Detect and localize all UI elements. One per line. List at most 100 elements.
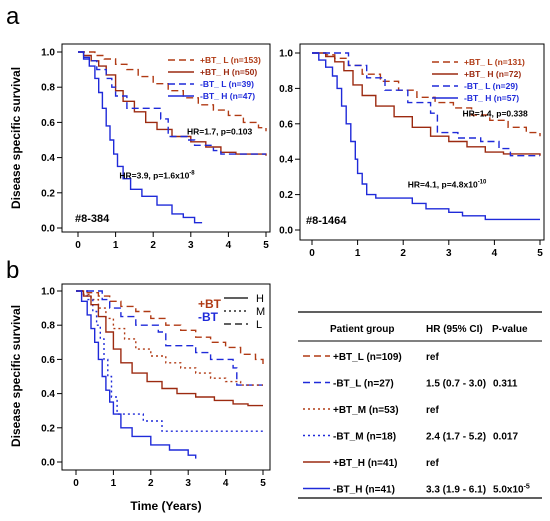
survival-curve-3 [76, 290, 263, 386]
survival-curve-2 [78, 51, 267, 156]
survival-curve-6 [76, 290, 197, 459]
table-row-hr: 2.4 (1.7 - 5.2) [426, 432, 486, 443]
legend-entry: -BT_ L (n=39) [200, 79, 254, 89]
panel-label-a: a [6, 3, 20, 30]
x-tick-label: 2 [148, 478, 154, 489]
survival-curve-1 [76, 290, 264, 365]
y-tick-label: 0.0 [41, 224, 55, 235]
y-tick-label: 0.0 [41, 458, 55, 469]
table-row-group: +BT_L (n=109) [333, 352, 402, 363]
y-tick-label: 0.4 [41, 389, 55, 400]
plot-frame [299, 43, 545, 241]
survival-curve-2 [312, 52, 541, 156]
y-axis-label: Disease specific survival [9, 305, 23, 447]
y-tick-label: 0.8 [279, 84, 293, 95]
legend-group: -BT [198, 310, 219, 324]
y-tick-label: 1.0 [41, 48, 55, 59]
panel-label-b: b [6, 257, 19, 284]
plot-frame [61, 283, 271, 471]
cohort-label: #8-384 [75, 213, 110, 225]
y-tick-label: 0.8 [41, 321, 55, 332]
x-tick-label: 5 [260, 478, 266, 489]
hr-table: Patient group HR (95% CI) P-value +BT_L (n=… [298, 311, 542, 499]
survival-curve-2 [76, 290, 263, 386]
chart-a2: 0 1 2 3 4 5 0.0 0.2 0.4 0.6 0.8 1.0 #8-1464 HR=1.4, p… [279, 43, 545, 259]
x-tick-label: 3 [188, 240, 194, 251]
plot-frame [61, 43, 271, 233]
hr-annotation: HR=1.7, p=0.103 [187, 127, 252, 137]
y-tick-label: 0.0 [279, 226, 293, 237]
table-row-p: 0.311 [493, 379, 518, 390]
table-row-p: 0.017 [493, 432, 518, 443]
survival-curve-1 [312, 52, 541, 137]
table-row-group: -BT_H (n=41) [333, 485, 395, 496]
y-tick-label: 1.0 [41, 287, 55, 298]
table-row-hr: ref [426, 352, 439, 363]
legend-group: +BT [198, 297, 222, 311]
table-row-group: +BT_M (n=53) [333, 405, 399, 416]
legend-level-label: L [256, 319, 262, 331]
hr-annotation: HR=1.4, p=0.338 [462, 109, 527, 119]
y-axis-label: Disease specific survival [9, 67, 23, 209]
x-tick-label: 2 [400, 248, 406, 259]
y-tick-label: 0.2 [41, 188, 55, 199]
x-tick-label: 3 [446, 248, 452, 259]
y-tick-label: 0.2 [279, 190, 293, 201]
x-tick-label: 1 [355, 248, 361, 259]
legend-level-label: H [256, 293, 264, 305]
hr-annotation: HR=3.9, p=1.6x10-8 [119, 171, 195, 181]
chart-b: 0 1 2 3 4 5 0.0 0.2 0.4 0.6 0.8 1.0 Disease specific… [9, 283, 271, 513]
table-row-group: -BT_M (n=18) [333, 432, 396, 443]
survival-curve-4 [76, 290, 263, 432]
legend-entry: +BT_ L (n=131) [464, 57, 525, 67]
table-row-hr: 1.5 (0.7 - 3.0) [426, 379, 486, 390]
survival-curve-3 [78, 51, 266, 155]
x-tick-label: 1 [111, 478, 117, 489]
y-tick-label: 0.6 [41, 118, 55, 129]
x-tick-label: 4 [223, 478, 229, 489]
x-tick-label: 0 [75, 240, 81, 251]
y-tick-label: 0.8 [41, 83, 55, 94]
y-tick-label: 0.6 [279, 119, 293, 130]
table-header-cell: P-value [492, 324, 528, 335]
survival-curve-3 [312, 52, 540, 157]
survival-curve-4 [312, 52, 540, 221]
table-row-group: -BT_L (n=27) [333, 379, 394, 390]
survival-curve-5 [76, 290, 263, 407]
table-row-hr: ref [426, 405, 439, 416]
x-tick-label: 0 [73, 478, 79, 489]
y-tick-label: 0.6 [41, 355, 55, 366]
legend-entry: -BT_ L (n=29) [464, 81, 518, 91]
table-row-hr: 3.3 (1.9 - 6.1) [426, 485, 486, 496]
y-tick-label: 0.4 [41, 153, 55, 164]
y-tick-label: 0.2 [41, 423, 55, 434]
legend-entry: +BT_ H (n=50) [200, 67, 257, 77]
x-tick-label: 5 [537, 248, 543, 259]
y-tick-label: 1.0 [279, 49, 293, 60]
x-tick-label: 4 [226, 240, 232, 251]
table-row-group: +BT_H (n=41) [333, 458, 397, 469]
legend-level-label: M [256, 306, 265, 318]
table-header-cell: HR (95% CI) [426, 324, 483, 335]
x-tick-label: 1 [113, 240, 119, 251]
table-row-hr: ref [426, 458, 439, 469]
legend-entry: +BT_ L (n=153) [200, 55, 261, 65]
x-tick-label: 4 [492, 248, 498, 259]
legend-entry: +BT_ H (n=72) [464, 69, 521, 79]
survival-curve-4 [78, 51, 203, 224]
x-tick-label: 3 [185, 478, 191, 489]
x-tick-label: 2 [150, 240, 156, 251]
hr-annotation: HR=4.1, p=4.8x10-10 [408, 180, 487, 190]
table-row-p: 5.0x10-5 [493, 484, 530, 496]
x-axis-label: Time (Years) [130, 499, 201, 513]
legend-entry: -BT_ H (n=57) [464, 93, 519, 103]
survival-curve-1 [78, 51, 267, 132]
x-tick-label: 5 [263, 240, 269, 251]
cohort-label: #8-1464 [306, 215, 347, 227]
x-tick-label: 0 [309, 248, 315, 259]
chart-a1: 0 1 2 3 4 5 0.0 0.2 0.4 0.6 0.8 1.0 Disease specific… [9, 43, 271, 251]
y-tick-label: 0.4 [279, 155, 293, 166]
legend-entry: -BT_ H (n=47) [200, 91, 255, 101]
table-header-cell: Patient group [330, 324, 394, 335]
